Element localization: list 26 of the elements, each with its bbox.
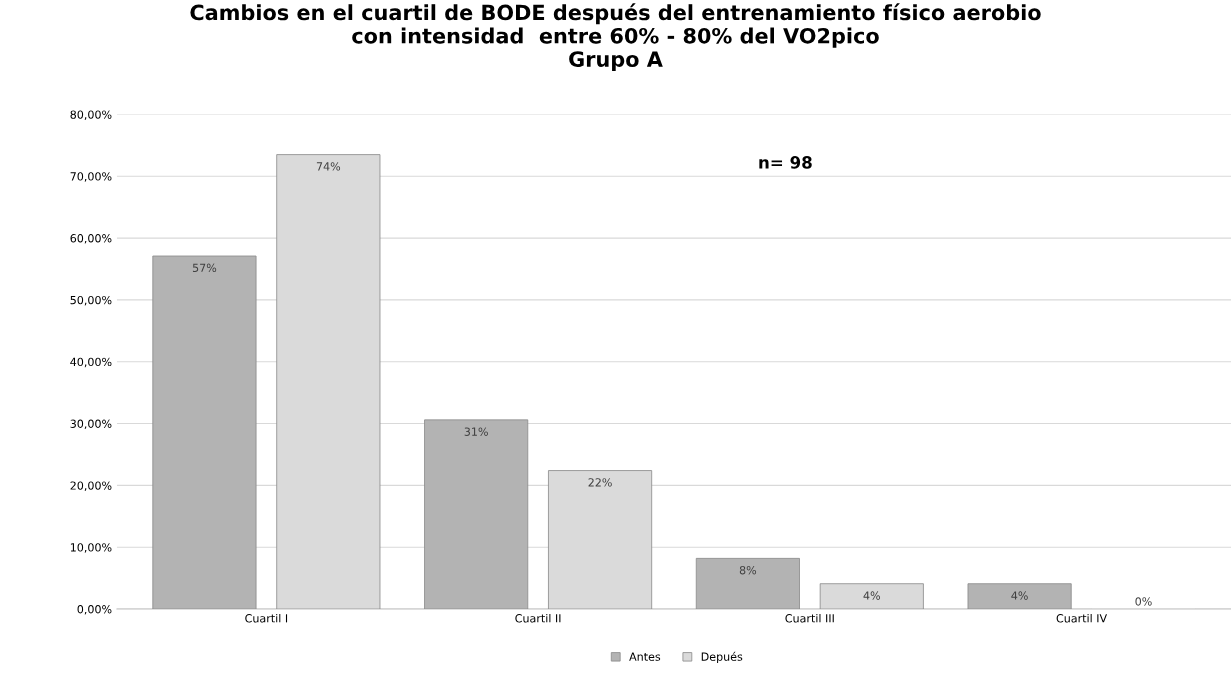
y-tick-label: 0,00%: [77, 605, 112, 615]
data-label: 8%: [739, 565, 757, 575]
y-tick-label: 40,00%: [70, 357, 112, 368]
y-tick-label: 80,00%: [70, 110, 112, 120]
annotation: n= 98: [759, 156, 812, 169]
data-label: 0%: [1135, 597, 1152, 606]
y-tick-label: 30,00%: [70, 419, 112, 430]
data-label: 22%: [588, 478, 612, 487]
x-tick-label: Cuartil III: [785, 613, 834, 623]
legend-label: Depués: [701, 651, 743, 663]
data-label: 74%: [316, 162, 341, 171]
data-label: 4%: [1011, 591, 1028, 600]
y-tick-label: 20,00%: [70, 481, 112, 491]
chart-title: Cambios en el cuartil de BODE después del entrenamiento físico aerobio con intensidad entre 60% - 80% del VO2pico Grupo A: [190, 3, 1041, 72]
y-tick-label: 10,00%: [70, 543, 112, 553]
bar: [819, 583, 924, 610]
x-tick-label: Cuartil I: [245, 613, 288, 623]
x-tick-label: Cuartil II: [515, 613, 561, 623]
data-label: 31%: [464, 427, 488, 436]
legend-label: Antes: [629, 652, 661, 661]
x-tick-label: Cuartil IV: [1056, 613, 1108, 623]
y-tick-label: 50,00%: [70, 295, 112, 306]
data-label: 57%: [192, 263, 217, 273]
y-tick-label: 70,00%: [70, 172, 112, 182]
y-tick-label: 60,00%: [70, 234, 112, 244]
data-label: 4%: [863, 591, 880, 600]
